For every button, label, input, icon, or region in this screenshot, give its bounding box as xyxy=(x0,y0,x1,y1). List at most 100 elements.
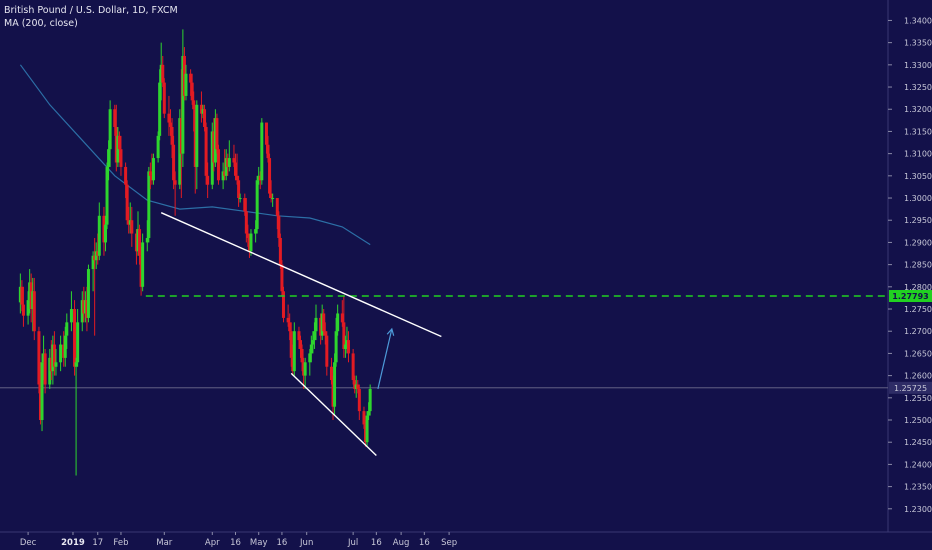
lower-trendline[interactable] xyxy=(290,372,377,457)
candle-body[interactable] xyxy=(97,215,101,256)
candle-body[interactable] xyxy=(103,224,107,243)
candle-body[interactable] xyxy=(80,300,84,323)
candle-body[interactable] xyxy=(260,122,264,181)
candle-body[interactable] xyxy=(108,109,112,150)
candle-body[interactable] xyxy=(300,348,304,363)
candle-body[interactable] xyxy=(156,135,160,159)
candle-body[interactable] xyxy=(224,158,228,176)
candle-body[interactable] xyxy=(170,126,174,145)
candle-body[interactable] xyxy=(48,357,52,385)
candle-body[interactable] xyxy=(333,362,337,407)
candle-body[interactable] xyxy=(49,357,53,372)
candle-body[interactable] xyxy=(113,109,117,127)
candle-body[interactable] xyxy=(28,282,32,301)
candle-body[interactable] xyxy=(167,113,171,123)
candle-body[interactable] xyxy=(54,362,58,367)
candle-body[interactable] xyxy=(138,229,142,256)
candle-body[interactable] xyxy=(254,229,258,234)
candle-body[interactable] xyxy=(63,335,67,358)
candle-body[interactable] xyxy=(354,384,358,389)
candle-body[interactable] xyxy=(20,286,24,305)
candle-body[interactable] xyxy=(277,215,281,238)
candle-body[interactable] xyxy=(105,166,109,225)
candle-body[interactable] xyxy=(114,126,118,163)
candle-body[interactable] xyxy=(320,313,324,336)
candle-body[interactable] xyxy=(190,82,194,101)
candle-body[interactable] xyxy=(151,158,155,181)
candle-body[interactable] xyxy=(125,184,129,221)
candle-body[interactable] xyxy=(280,264,284,292)
candle-body[interactable] xyxy=(336,313,340,332)
candle-body[interactable] xyxy=(94,251,98,261)
candle-body[interactable] xyxy=(206,175,210,185)
candle-body[interactable] xyxy=(119,149,123,167)
candle-body[interactable] xyxy=(289,331,293,358)
candle-body[interactable] xyxy=(311,340,315,345)
candle-body[interactable] xyxy=(134,233,138,252)
candle-body[interactable] xyxy=(309,344,313,354)
candle-body[interactable] xyxy=(31,291,35,310)
candle-body[interactable] xyxy=(18,286,22,303)
candle-body[interactable] xyxy=(266,144,270,159)
candle-body[interactable] xyxy=(213,118,217,163)
candle-body[interactable] xyxy=(21,304,25,316)
candle-body[interactable] xyxy=(346,340,350,354)
candle-body[interactable] xyxy=(159,64,163,83)
candle-body[interactable] xyxy=(192,100,196,110)
candle-body[interactable] xyxy=(329,366,333,381)
candle-body[interactable] xyxy=(182,55,186,96)
candle-body[interactable] xyxy=(258,175,262,181)
candle-body[interactable] xyxy=(226,158,230,167)
candle-body[interactable] xyxy=(136,229,140,252)
candle-body[interactable] xyxy=(367,411,371,416)
candle-body[interactable] xyxy=(235,175,239,181)
candle-body[interactable] xyxy=(173,180,177,185)
candle-body[interactable] xyxy=(124,166,128,185)
candle-body[interactable] xyxy=(221,171,225,181)
candle-body[interactable] xyxy=(93,255,97,261)
candle-body[interactable] xyxy=(201,109,205,114)
candle-body[interactable] xyxy=(139,255,143,287)
candle-body[interactable] xyxy=(278,237,282,265)
candle-body[interactable] xyxy=(32,291,36,332)
candle-body[interactable] xyxy=(38,384,42,421)
candle-body[interactable] xyxy=(308,353,312,363)
candle-body[interactable] xyxy=(62,344,66,358)
candle-body[interactable] xyxy=(161,64,165,83)
candle-body[interactable] xyxy=(303,362,307,376)
candle-body[interactable] xyxy=(82,300,86,314)
candle-body[interactable] xyxy=(96,251,100,256)
candle-body[interactable] xyxy=(322,313,326,332)
candle-body[interactable] xyxy=(255,180,259,230)
candle-body[interactable] xyxy=(299,340,303,349)
candle-body[interactable] xyxy=(40,362,44,421)
candle-body[interactable] xyxy=(212,131,216,163)
candle-body[interactable] xyxy=(292,331,296,372)
candle-body[interactable] xyxy=(73,309,77,367)
candle-body[interactable] xyxy=(179,118,183,154)
candle-body[interactable] xyxy=(102,215,106,243)
candle-body[interactable] xyxy=(334,331,338,363)
candle-body[interactable] xyxy=(107,149,111,167)
candle-body[interactable] xyxy=(237,180,241,199)
candle-body[interactable] xyxy=(37,331,41,385)
candle-body[interactable] xyxy=(286,317,290,323)
candle-body[interactable] xyxy=(364,424,368,443)
candle-body[interactable] xyxy=(141,242,145,287)
candle-body[interactable] xyxy=(193,109,197,167)
candle-body[interactable] xyxy=(297,331,301,341)
candle-body[interactable] xyxy=(247,237,251,252)
candle-body[interactable] xyxy=(353,380,357,389)
candle-body[interactable] xyxy=(42,353,46,363)
candle-body[interactable] xyxy=(148,171,152,176)
candle-body[interactable] xyxy=(331,380,335,407)
candle-body[interactable] xyxy=(351,353,355,381)
candle-body[interactable] xyxy=(368,388,372,412)
candle-body[interactable] xyxy=(314,317,318,332)
candle-body[interactable] xyxy=(356,384,360,389)
candle-body[interactable] xyxy=(83,300,87,314)
candle-body[interactable] xyxy=(302,362,306,376)
candle-body[interactable] xyxy=(362,411,366,425)
candle-body[interactable] xyxy=(150,175,154,181)
